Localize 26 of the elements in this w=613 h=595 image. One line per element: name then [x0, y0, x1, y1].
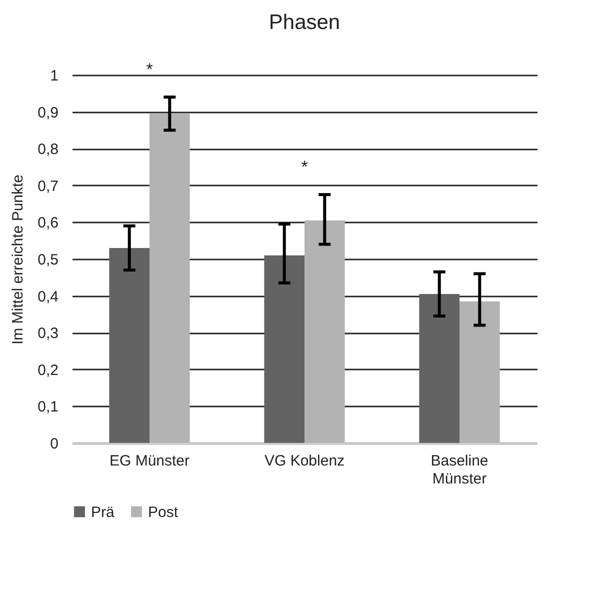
y-tick-label: 0,2	[38, 362, 58, 379]
bar	[460, 301, 500, 443]
y-tick-label: 0,7	[38, 178, 58, 195]
bar	[150, 114, 190, 443]
x-tick-label: EG Münster	[109, 452, 190, 470]
bar	[264, 255, 304, 443]
y-tick-label: 0,5	[38, 252, 58, 268]
legend-label: Prä	[91, 504, 115, 521]
y-tick-label: 0,3	[38, 325, 58, 342]
bar	[109, 248, 150, 443]
y-tick-label: 0,9	[38, 104, 58, 122]
y-tick-label: 0,1	[38, 398, 58, 416]
annotation: *	[301, 158, 308, 177]
y-axis-title: Im Mittel erreichte Punkte	[10, 174, 27, 345]
y-tick-label: 0,8	[38, 141, 58, 158]
x-tick-label: Baseline Münster	[430, 452, 488, 488]
annotation: *	[146, 60, 154, 80]
legend-label: Post	[148, 504, 179, 521]
y-tick-label: 1	[50, 68, 58, 84]
bar	[419, 294, 460, 443]
chart-title: Phasen	[268, 11, 340, 34]
bar	[304, 220, 345, 443]
y-tick-label: 0,6	[38, 214, 58, 232]
y-tick-label: 0,4	[38, 288, 58, 306]
y-tick-label: 0	[50, 436, 58, 452]
x-tick-label: VG Koblenz	[264, 452, 345, 470]
